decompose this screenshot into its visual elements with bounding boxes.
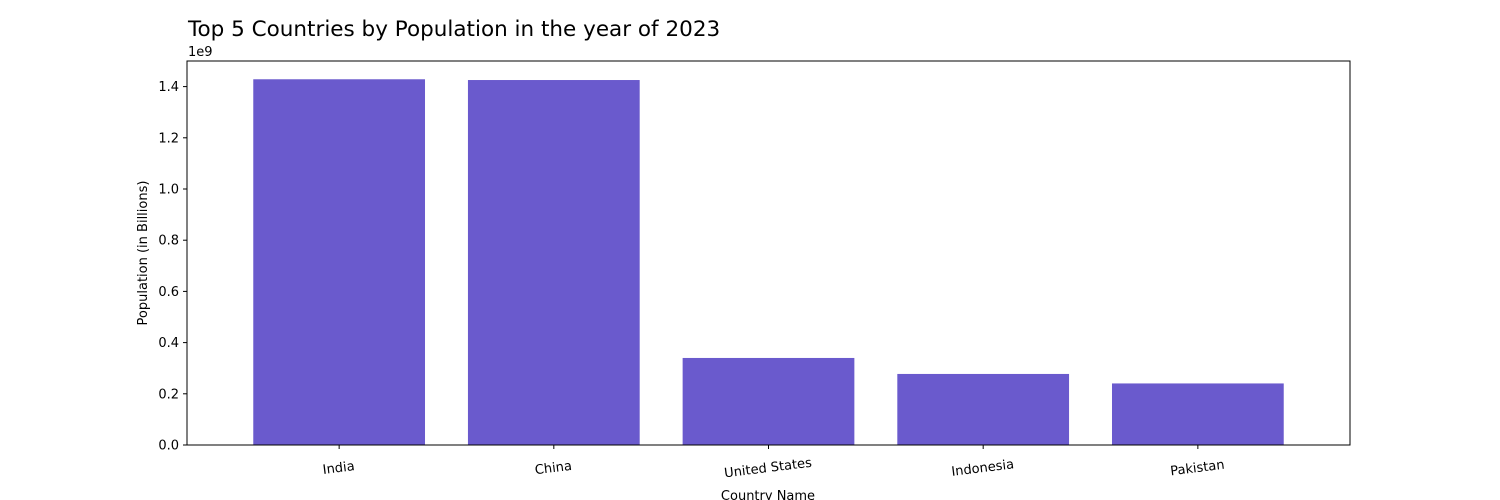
y-axis-ticks: 0.0 0.2 0.4 0.6 0.8 1.0 1.2 1.4	[158, 80, 187, 454]
plot-frame	[186, 60, 1351, 446]
y-axis-label: Population (in Billions)	[136, 181, 151, 326]
bar-indonesia	[897, 373, 1070, 445]
y-tick-label: 0.4	[158, 336, 179, 351]
x-tick-label-india: India	[322, 459, 355, 478]
y-tick-label: 0.0	[158, 439, 179, 454]
y-tick-label: 1.4	[158, 80, 179, 95]
y-tick-label: 0.2	[158, 387, 179, 402]
y-axis-offset-label: 1e9	[188, 45, 213, 60]
y-tick-label: 0.8	[158, 234, 179, 249]
y-tick-label: 1.2	[158, 131, 179, 146]
bar-china	[467, 80, 640, 445]
x-tick-label-united-states: United States	[723, 456, 812, 482]
y-tick-label: 0.6	[158, 285, 179, 300]
y-tick-label: 1.0	[158, 183, 179, 198]
bar-united-states	[682, 357, 855, 445]
chart-title: Top 5 Countries by Population in the yea…	[187, 17, 720, 42]
bars-group	[253, 79, 1284, 446]
bar-pakistan	[1111, 383, 1284, 445]
x-axis-ticks: India China United States Indonesia Pakistan	[322, 445, 1225, 481]
x-tick-label-indonesia: Indonesia	[951, 457, 1015, 480]
x-tick-label-pakistan: Pakistan	[1170, 458, 1226, 480]
bar-india	[253, 79, 426, 446]
x-axis-label: Country Name	[721, 489, 815, 500]
x-tick-label-china: China	[534, 459, 573, 478]
